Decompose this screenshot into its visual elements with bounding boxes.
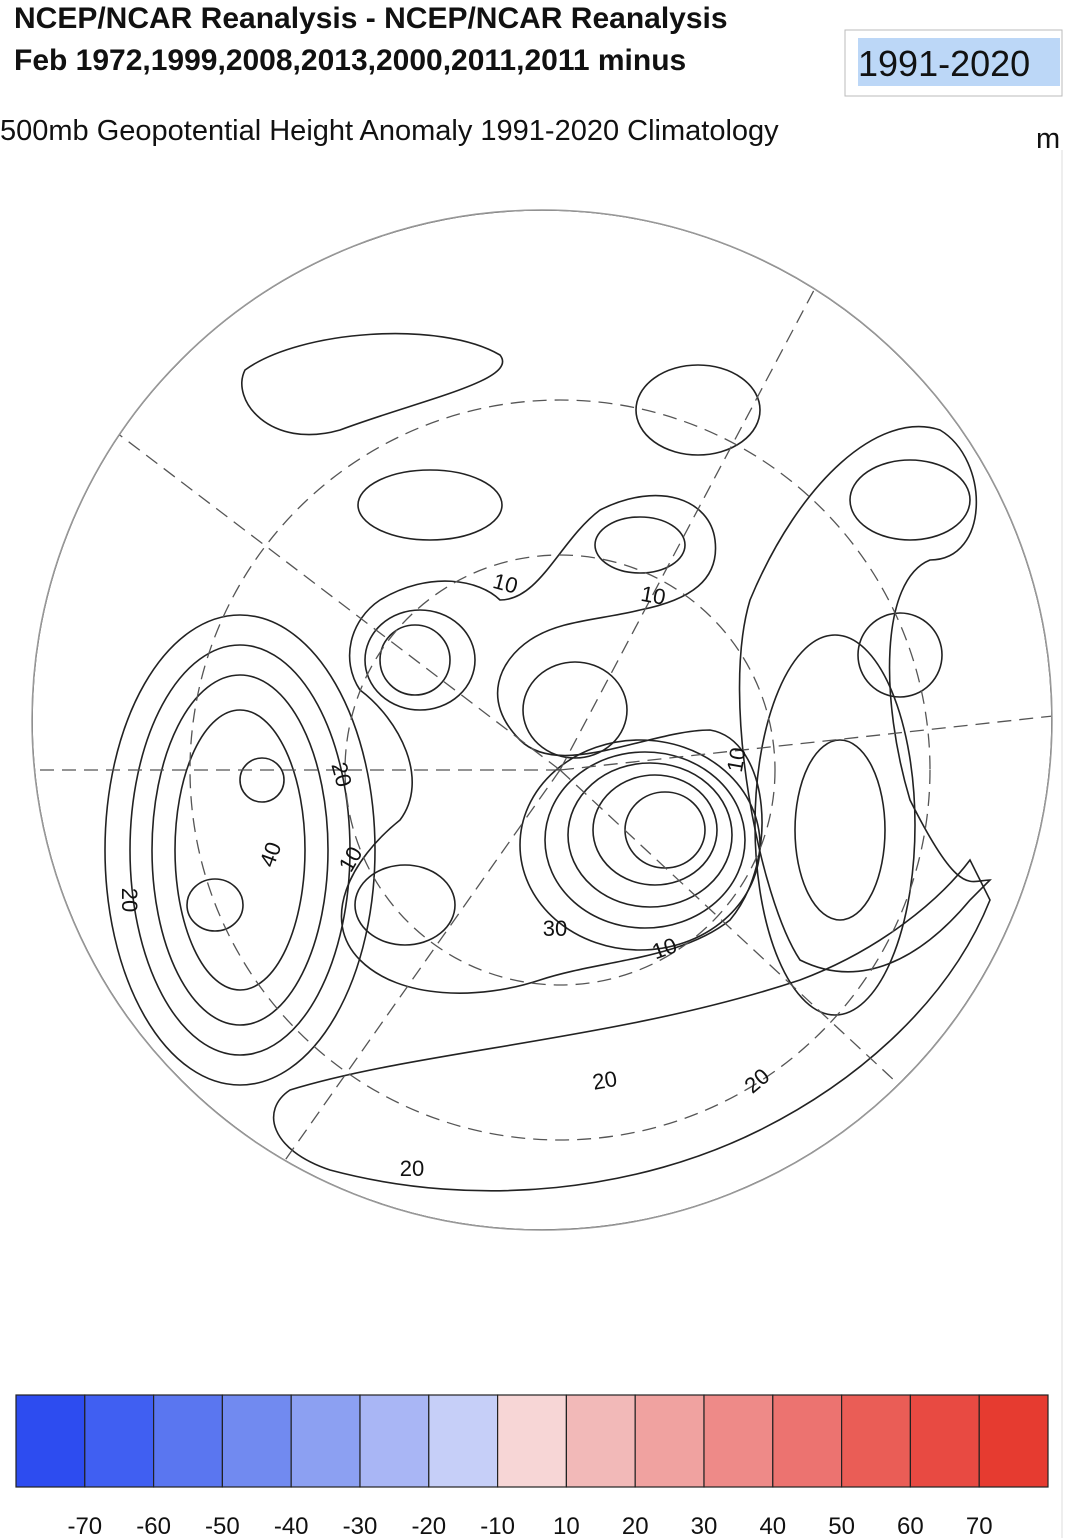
contour-fill [567,762,733,908]
colorbar-label: 50 [828,1513,855,1538]
colorbar-label: -60 [136,1513,171,1538]
contour-label: 20 [326,760,356,790]
latitude-circle [189,399,931,1141]
contour-fill [754,634,916,1016]
colorbar-swatch [703,1394,774,1488]
contour-label: 10 [649,932,681,964]
contour-fill [379,624,451,696]
colorbar-swatch [772,1394,843,1488]
title-highlight: 1991-2020 [858,43,1030,84]
contour-fill [272,858,991,1192]
colorbar-label: 30 [691,1513,718,1538]
colorbar-swatch [497,1394,568,1488]
contour-label: 20 [590,1066,618,1095]
colorbar-label: 10 [553,1513,580,1538]
contour-fill [522,661,628,759]
meridian [32,259,1052,1211]
colorbar-swatch [290,1394,361,1488]
contour-fill [849,459,971,541]
colorbar-swatch [428,1394,499,1488]
contour-label: 20 [117,888,142,912]
colorbar-swatch [84,1394,155,1488]
contour-fill [857,612,943,698]
colorbar-label: 60 [897,1513,924,1538]
contour-fill [32,944,71,1006]
contour-fill [544,751,746,929]
colorbar-label: -30 [343,1513,378,1538]
contour-fill [357,469,503,541]
map-edge [31,209,1053,1231]
contour-fill [592,774,718,886]
colorbar-swatch [15,1394,86,1488]
contour-fill [340,494,763,994]
contour-label: 30 [543,916,567,941]
highlight-box [858,38,1060,86]
contour-label: 10 [490,568,520,598]
contour-fill [186,878,244,932]
contour-fill [32,210,1052,1230]
contour-fill [364,609,476,711]
contour-fill [794,739,886,921]
contour-label: 20 [400,1156,424,1181]
colorbar-label: 40 [759,1513,786,1538]
contour-fill [129,644,351,1056]
highlight-frame [844,29,1063,97]
contour-fill [241,332,504,436]
contour-label: 10 [722,745,751,773]
colorbar-label: -10 [480,1513,515,1538]
contour-label: 20 [740,1063,775,1098]
colorbar-swatch [909,1394,980,1488]
contour-label: 10 [639,581,667,610]
contour-fill [635,364,761,456]
colorbar: -70 -60 -50 -40 -30 -20 -10 10 20 30 40 50 60 70 [15,1394,1049,1538]
subtitle: 500mb Geopotential Height Anomaly 1991-2… [0,115,779,147]
colorbar-swatch [565,1394,636,1488]
colorbar-swatch [221,1394,292,1488]
colorbar-label: -40 [274,1513,309,1538]
colorbar-label: 20 [622,1513,649,1538]
colorbar-label: -50 [205,1513,240,1538]
contour-fill [239,757,285,803]
colorbar-label: -20 [411,1513,446,1538]
contour-label: 40 [254,839,286,871]
contour-fill [174,709,306,991]
contour-fill [624,791,706,869]
colorbar-label: -70 [67,1513,102,1538]
contour-fill [354,864,456,946]
colorbar-label: 70 [966,1513,993,1538]
contour-fill [151,674,329,1026]
colorbar-swatch [634,1394,705,1488]
units: m [1036,123,1060,155]
contour-label: 10 [334,842,368,876]
latitude-circle [344,554,776,986]
contour-fill [104,614,376,1086]
contour-labels: 10 10 20 40 20 10 30 10 20 20 20 10 [117,568,774,1181]
contour-fill [519,739,761,951]
colorbar-swatch [840,1394,911,1488]
title-line-1: NCEP/NCAR Reanalysis - NCEP/NCAR Reanaly… [14,2,728,35]
contour-fill [738,425,992,973]
title-line-2: Feb 1972,1999,2008,2013,2000,2011,2011 m… [14,44,686,77]
colorbar-swatch [978,1394,1049,1488]
contour-fill [594,516,686,574]
colorbar-swatch [153,1394,224,1488]
colorbar-swatch [359,1394,430,1488]
